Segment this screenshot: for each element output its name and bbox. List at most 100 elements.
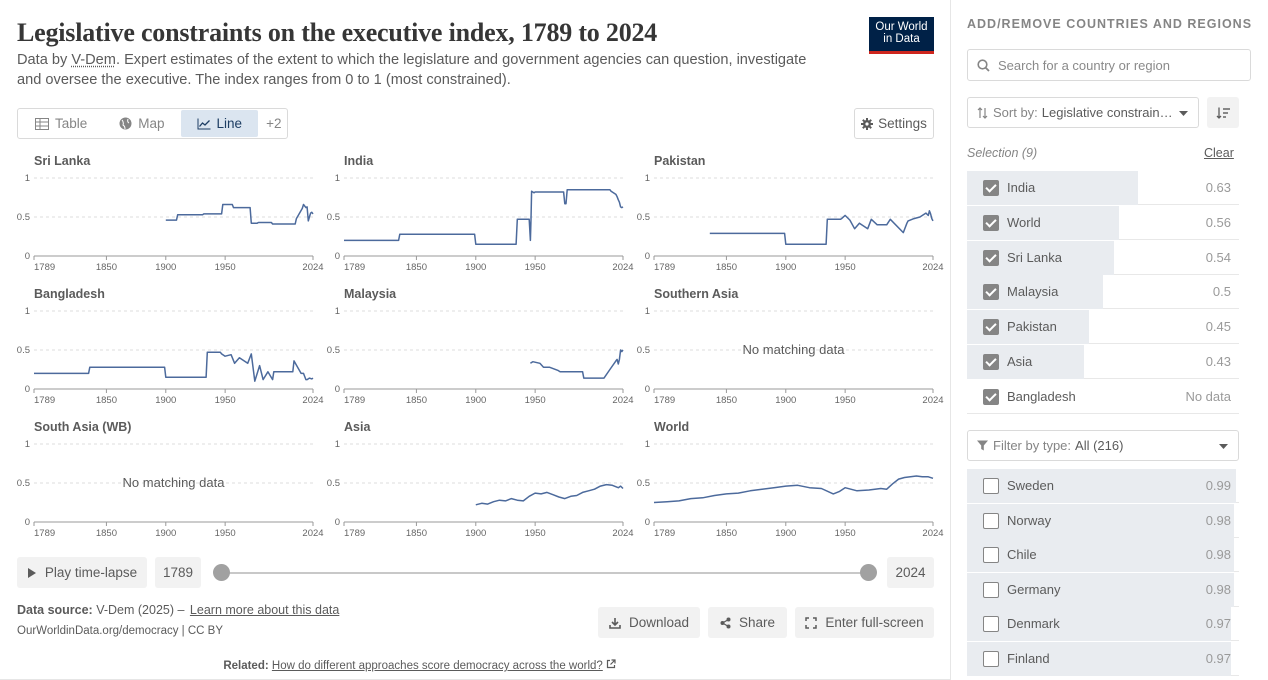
no-data-message: No matching data [743, 342, 846, 357]
sort-value: Legislative constraints on the executive… [1041, 105, 1174, 120]
checkbox[interactable] [983, 512, 999, 529]
chart-title-south-asia-wb: South Asia (WB) [34, 420, 131, 434]
sort-dropdown[interactable]: Sort by: Legislative constraints on the … [967, 97, 1199, 128]
y-tick-label: 1 [645, 439, 650, 450]
y-tick-label: 1 [335, 173, 340, 184]
available-row[interactable]: Chile 0.98 [967, 538, 1239, 573]
value-bar [967, 503, 1234, 538]
end-handle[interactable] [860, 564, 877, 581]
selected-row[interactable]: India 0.63 [967, 171, 1239, 205]
owid-logo[interactable]: Our World in Data [869, 17, 934, 54]
settings-button[interactable]: Settings [854, 108, 934, 139]
x-tick-label: 1850 [96, 395, 117, 406]
checkbox[interactable] [983, 547, 999, 564]
y-tick-label: 0.5 [327, 478, 340, 489]
fullscreen-label: Enter full-screen [825, 615, 924, 630]
checkbox[interactable] [983, 180, 999, 196]
checkbox[interactable] [983, 581, 999, 598]
y-tick-label: 0.5 [637, 345, 650, 356]
x-tick-label: 1900 [775, 528, 796, 539]
entity-name: World [1007, 214, 1041, 230]
checkbox[interactable] [983, 354, 999, 370]
selected-row[interactable]: Asia 0.43 [967, 345, 1239, 379]
selected-row[interactable]: Malaysia 0.5 [967, 275, 1239, 310]
tab-table[interactable]: Table [19, 110, 103, 137]
fullscreen-button[interactable]: Enter full-screen [795, 607, 934, 638]
selected-row[interactable]: Bangladesh No data [967, 380, 1239, 414]
y-tick-label: 0.5 [327, 345, 340, 356]
tab-line[interactable]: Line [180, 110, 259, 137]
checkbox[interactable] [983, 284, 999, 301]
tab-map[interactable]: Map [103, 110, 180, 137]
entity-name: Sri Lanka [1007, 249, 1062, 265]
table-icon [35, 117, 49, 130]
source-link[interactable]: V-Dem [71, 52, 116, 68]
checkbox[interactable] [983, 319, 999, 336]
share-button[interactable]: Share [708, 607, 787, 638]
start-year[interactable]: 1789 [155, 557, 201, 588]
chart-title-sri-lanka: Sri Lanka [34, 154, 91, 168]
play-label: Play time-lapse [44, 565, 138, 580]
license-url[interactable]: OurWorldinData.org/democracy | CC BY [17, 625, 224, 637]
available-row[interactable]: Sweden 0.99 [967, 469, 1239, 503]
x-tick-label: 1789 [344, 395, 365, 406]
checkbox[interactable] [983, 478, 999, 494]
sort-order-button[interactable] [1207, 97, 1239, 128]
series-line-bangladesh [34, 351, 314, 382]
x-tick-label: 1850 [406, 262, 427, 273]
source-label: Data source: [17, 603, 93, 617]
y-tick-label: 0.5 [17, 212, 30, 223]
download-label: Download [628, 615, 690, 630]
clear-selection-button[interactable]: Clear [1204, 146, 1234, 160]
chevron-down-icon [1219, 444, 1228, 449]
entity-name: Denmark [1007, 616, 1060, 632]
checkbox[interactable] [983, 616, 999, 633]
start-handle[interactable] [213, 564, 230, 581]
checkbox[interactable] [983, 249, 999, 266]
x-tick-label: 1789 [34, 395, 55, 406]
x-tick-label: 1950 [835, 262, 856, 273]
checkbox[interactable] [983, 651, 999, 667]
available-row[interactable]: Denmark 0.97 [967, 607, 1239, 642]
logo-line2: in Data [883, 33, 920, 45]
sort-icon [977, 106, 988, 119]
globe-icon [119, 117, 132, 130]
x-tick-label: 1900 [155, 528, 176, 539]
y-tick-label: 0 [645, 384, 650, 395]
checkbox[interactable] [983, 214, 999, 231]
search-placeholder: Search for a country or region [998, 57, 1170, 73]
series-line-pakistan [709, 210, 934, 246]
end-year[interactable]: 2024 [887, 557, 934, 588]
x-tick-label: 1789 [344, 528, 365, 539]
filter-label: Filter by type: [993, 438, 1072, 453]
related-link[interactable]: How do different approaches score democr… [271, 660, 603, 672]
selected-row[interactable]: World 0.56 [967, 205, 1239, 240]
play-timelapse-button[interactable]: Play time-lapse [17, 557, 147, 588]
y-tick-label: 0 [645, 251, 650, 262]
entity-value: 0.54 [1205, 249, 1231, 265]
available-row[interactable]: Germany 0.98 [967, 572, 1239, 607]
x-tick-label: 1850 [406, 528, 427, 539]
available-row[interactable]: Norway 0.98 [967, 503, 1239, 538]
tab-more[interactable]: +2 [266, 116, 282, 131]
selected-row[interactable]: Pakistan 0.45 [967, 310, 1239, 345]
entity-value: 0.99 [1205, 478, 1231, 493]
external-link-icon [606, 659, 616, 669]
y-tick-label: 0 [25, 251, 30, 262]
y-tick-label: 1 [335, 439, 340, 450]
x-tick-label: 1900 [465, 528, 486, 539]
x-tick-label: 1850 [406, 395, 427, 406]
available-row[interactable]: Finland 0.97 [967, 642, 1239, 676]
x-tick-label: 1950 [525, 528, 546, 539]
x-tick-label: 1789 [654, 528, 675, 539]
timeline-track[interactable] [221, 572, 868, 574]
download-button[interactable]: Download [598, 607, 700, 638]
entity-name: Finland [1007, 651, 1050, 666]
learn-more-link[interactable]: Learn more about this data [189, 603, 340, 617]
type-filter-dropdown[interactable]: Filter by type: All (216) [967, 430, 1239, 461]
x-tick-label: 2024 [302, 528, 323, 539]
checkbox[interactable] [983, 388, 999, 405]
search-field[interactable]: Search for a country or region [967, 49, 1251, 81]
x-tick-label: 1900 [465, 262, 486, 273]
selected-row[interactable]: Sri Lanka 0.54 [967, 240, 1239, 275]
